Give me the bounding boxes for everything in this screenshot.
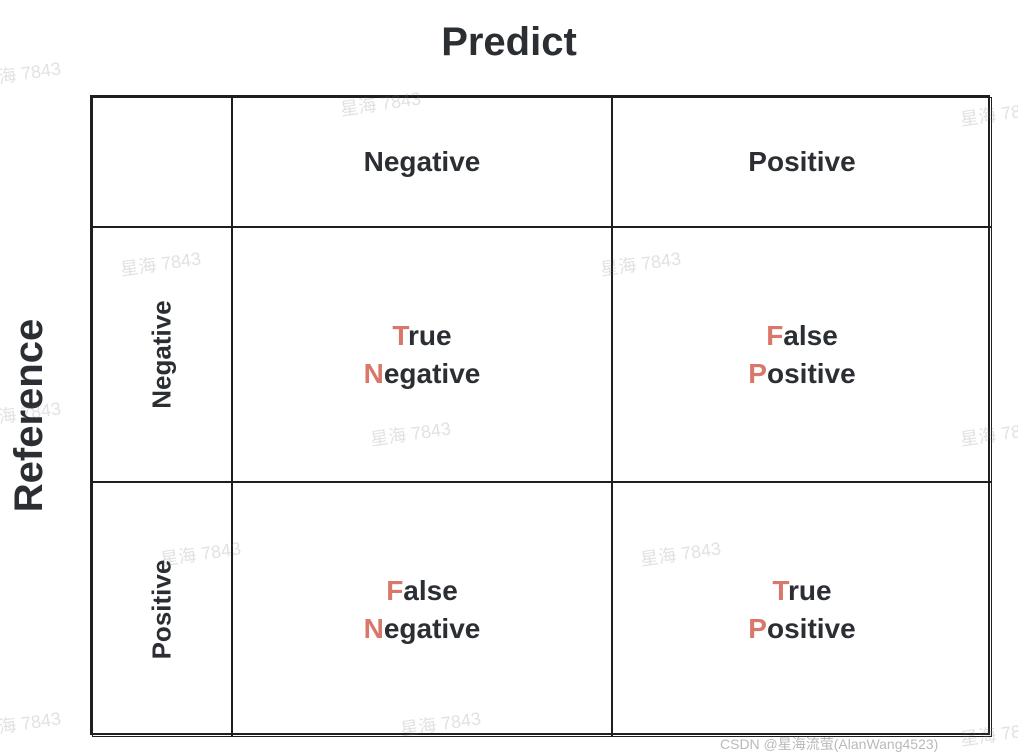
- col-header-positive-text: Positive: [748, 143, 855, 181]
- tn-l2-rest: egative: [384, 358, 481, 389]
- confusion-matrix-container: Predict Reference Negative Positive Nega…: [10, 20, 1008, 736]
- fp-l2-rest: ositive: [767, 358, 856, 389]
- axis-label-top: Predict: [10, 20, 1008, 65]
- cell-false-negative: False Negative: [232, 482, 612, 737]
- fp-l1-rest: alse: [783, 320, 838, 351]
- fp-l2-hi: P: [748, 358, 767, 389]
- row-header-negative: Negative: [92, 227, 232, 482]
- axis-left-text: Reference: [8, 318, 53, 511]
- tp-l2-hi: P: [748, 613, 767, 644]
- tp-l1-rest: rue: [788, 575, 832, 606]
- fn-l1-rest: alse: [403, 575, 458, 606]
- corner-cell: [92, 97, 232, 227]
- footer-watermark: CSDN @星海流萤(AlanWang4523): [720, 734, 938, 754]
- cell-fp-content: False Positive: [748, 317, 855, 393]
- tn-l2-hi: N: [364, 358, 384, 389]
- fp-l1-hi: F: [766, 320, 783, 351]
- cell-tn-content: True Negative: [364, 317, 481, 393]
- fn-l2-rest: egative: [384, 613, 481, 644]
- col-header-negative: Negative: [232, 97, 612, 227]
- confusion-matrix-grid: Negative Positive Negative True Negative…: [90, 95, 990, 735]
- axis-top-text: Predict: [441, 20, 577, 64]
- col-header-negative-text: Negative: [364, 143, 481, 181]
- tn-l1-rest: rue: [408, 320, 452, 351]
- cell-tp-content: True Positive: [748, 572, 855, 648]
- tp-l1-hi: T: [772, 575, 788, 606]
- tn-l1-hi: T: [392, 320, 408, 351]
- cell-fn-content: False Negative: [364, 572, 481, 648]
- fn-l1-hi: F: [386, 575, 403, 606]
- cell-false-positive: False Positive: [612, 227, 992, 482]
- col-header-positive: Positive: [612, 97, 992, 227]
- axis-label-left: Reference: [0, 95, 60, 735]
- row-header-positive-text: Positive: [144, 560, 179, 660]
- fn-l2-hi: N: [364, 613, 384, 644]
- tp-l2-rest: ositive: [767, 613, 856, 644]
- row-header-negative-text: Negative: [144, 300, 179, 408]
- row-header-positive: Positive: [92, 482, 232, 737]
- cell-true-negative: True Negative: [232, 227, 612, 482]
- cell-true-positive: True Positive: [612, 482, 992, 737]
